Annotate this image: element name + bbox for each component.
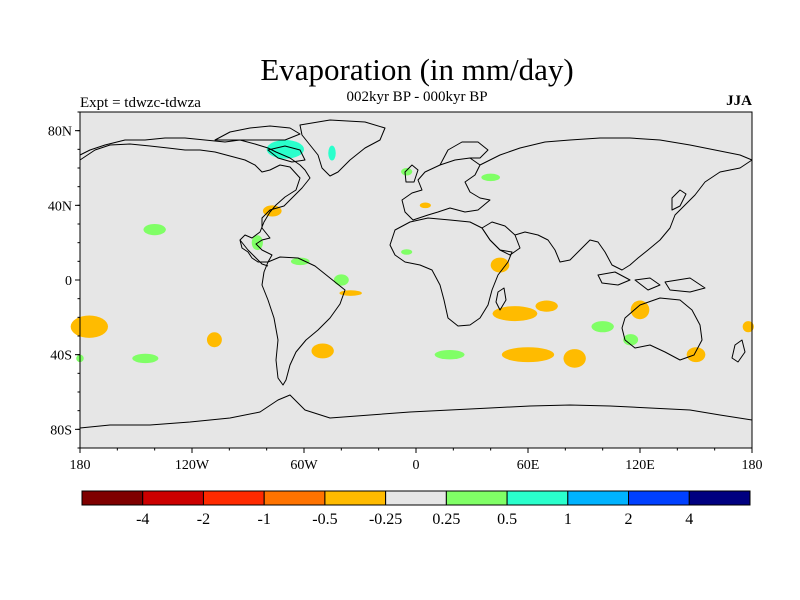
- lon-tick-label: 60E: [517, 458, 540, 473]
- coast-british-isles: [404, 164, 419, 183]
- coast-indonesia: [597, 271, 706, 293]
- coast-africa: [389, 217, 513, 327]
- colorbar-swatch: [567, 490, 630, 506]
- anomaly-patch: [266, 140, 305, 159]
- anomaly-patch: [339, 290, 362, 296]
- colorbar-label: -4: [136, 511, 149, 528]
- coast-antarctica: [79, 394, 753, 429]
- coast-central-america: [239, 239, 269, 267]
- colorbar-label: -0.5: [312, 511, 337, 528]
- season-label: JJA: [726, 93, 752, 109]
- anomaly-patch: [686, 347, 706, 363]
- anomaly-patch: [132, 353, 159, 364]
- longitude-axis: 180 120W 60W 0 60E 120E 180: [70, 448, 763, 473]
- colorbar-swatch: [142, 490, 204, 506]
- map-background: [80, 112, 752, 448]
- anomaly-patch: [742, 321, 754, 333]
- coast-south-america: [261, 256, 346, 386]
- coast-new-zealand: [731, 339, 746, 363]
- coast-greenland: [299, 119, 386, 177]
- anomaly-patch: [70, 315, 108, 338]
- anomaly-patch: [630, 300, 650, 320]
- anomaly-patch: [501, 347, 555, 363]
- anomaly-patch: [492, 306, 538, 322]
- colorbar-swatch: [263, 490, 326, 506]
- coast-scandinavia: [439, 141, 489, 166]
- lat-tick-label: 80N: [48, 125, 72, 140]
- colorbar-swatch: [688, 490, 751, 506]
- lon-tick-label: 0: [413, 458, 420, 473]
- coast-arabia: [481, 221, 521, 256]
- anomaly-patch: [401, 168, 413, 176]
- anomaly-patch: [623, 334, 639, 346]
- colorbar-swatch: [506, 490, 569, 506]
- anomaly-patch: [333, 274, 349, 286]
- coastlines: [79, 119, 753, 429]
- colorbar: -4 -2 -1 -0.5 -0.25 0.25 0.5 1 2 4: [81, 490, 751, 528]
- lon-tick-label: 180: [742, 458, 763, 473]
- anomaly-patch: [481, 173, 500, 182]
- colorbar-swatch: [445, 490, 508, 506]
- experiment-label: Expt = tdwzc-tdwza: [80, 95, 201, 111]
- anomaly-patch: [311, 343, 334, 359]
- lon-tick-label: 120W: [175, 458, 210, 473]
- lon-tick-label: 120E: [625, 458, 655, 473]
- lat-tick-label: 0: [65, 274, 72, 289]
- colorbar-label: 0.25: [432, 511, 460, 528]
- anomaly-patch: [401, 249, 413, 255]
- colorbar-swatch: [385, 490, 447, 506]
- coast-arctic-islands: [214, 125, 301, 141]
- lon-tick-label: 180: [70, 458, 91, 473]
- map-title: Evaporation (in mm/day): [260, 52, 574, 87]
- map-subtitle: 002kyr BP - 000kyr BP: [346, 89, 488, 105]
- colorbar-label: 2: [625, 511, 633, 528]
- colorbar-swatch: [628, 490, 690, 506]
- colorbar-swatch: [81, 490, 144, 506]
- colorbar-label: -0.25: [369, 511, 402, 528]
- anomaly-patch: [328, 145, 336, 161]
- lat-tick-label: 80S: [50, 423, 72, 438]
- colorbar-label: -1: [258, 511, 271, 528]
- coast-australia: [621, 297, 703, 361]
- anomaly-patch: [535, 300, 558, 312]
- coast-baffin: [267, 145, 306, 163]
- colorbar-label: 0.5: [497, 511, 517, 528]
- coast-north-america: [79, 137, 311, 263]
- anomaly-patch: [591, 321, 614, 333]
- anomaly-patch: [290, 257, 310, 266]
- anomaly-patch: [490, 257, 510, 273]
- latitude-axis: 80N 40N 0 40S 80S: [48, 111, 80, 449]
- colorbar-label: 1: [564, 511, 572, 528]
- coast-madagascar: [495, 287, 507, 311]
- anomaly-patch: [206, 332, 222, 348]
- anomaly-patch: [143, 224, 166, 236]
- colorbar-swatch: [202, 490, 265, 506]
- anomaly-patch: [419, 202, 431, 209]
- coast-europe: [401, 157, 491, 221]
- colorbar-swatch: [324, 490, 387, 506]
- lat-tick-label: 40S: [50, 349, 72, 364]
- coast-asia: [479, 137, 753, 271]
- anomaly-patch: [563, 349, 586, 368]
- colorbar-label: 4: [685, 511, 693, 528]
- coast-japan: [671, 189, 687, 211]
- anomaly-patch: [434, 350, 465, 360]
- colorbar-label: -2: [197, 511, 210, 528]
- lat-tick-label: 40N: [48, 199, 72, 214]
- lon-tick-label: 60W: [290, 458, 318, 473]
